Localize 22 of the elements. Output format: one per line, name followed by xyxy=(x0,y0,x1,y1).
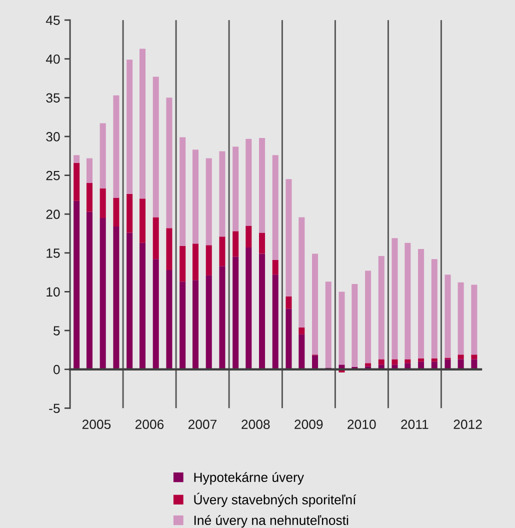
y-tick-label: 25 xyxy=(46,170,60,180)
legend-label: Iné úvery na nehnuteľnosti xyxy=(194,515,348,528)
x-tick-label: 2005 xyxy=(82,420,111,430)
x-tick-label: 2012 xyxy=(454,420,482,430)
x-tick-label: 2008 xyxy=(242,420,270,430)
legend-label: Úvery stavebných sporiteľní xyxy=(194,492,356,507)
x-tick-label: 2007 xyxy=(188,420,216,430)
y-tick-label: 20 xyxy=(46,210,60,220)
x-tick-label: 2006 xyxy=(135,420,164,430)
x-tick-label: 2009 xyxy=(294,420,323,430)
y-tick-label: 0 xyxy=(53,364,60,374)
y-tick-label: 30 xyxy=(46,132,60,142)
legend-label: Hypotekárne úvery xyxy=(194,472,304,485)
y-tick-label: 10 xyxy=(46,287,60,297)
y-tick-label: 15 xyxy=(46,248,60,258)
y-tick-label: 35 xyxy=(46,93,60,103)
y-tick-label: 45 xyxy=(46,16,60,25)
y-tick-label: 5 xyxy=(54,326,60,336)
y-tick-label: 40 xyxy=(46,54,60,64)
x-tick-label: 2011 xyxy=(401,420,428,430)
y-tick-label: -5 xyxy=(49,404,60,414)
x-tick-label: 2010 xyxy=(348,420,376,430)
